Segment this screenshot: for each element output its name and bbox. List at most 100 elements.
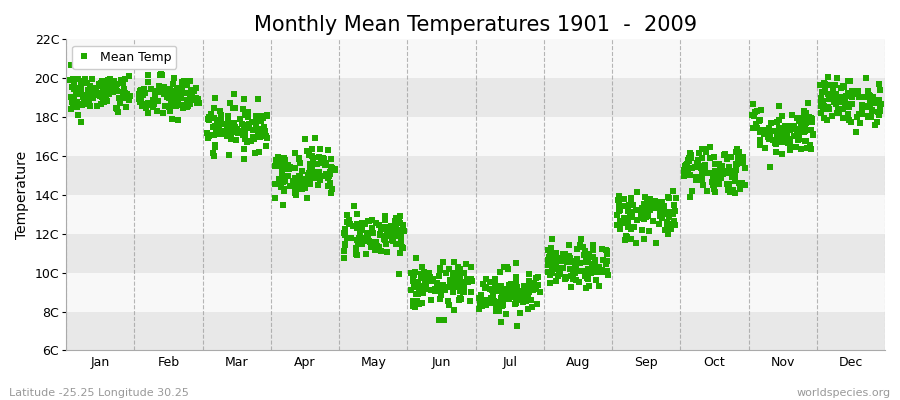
Mean Temp	[319, 171, 333, 177]
Mean Temp	[489, 300, 503, 307]
Mean Temp	[654, 214, 669, 221]
Mean Temp	[770, 129, 784, 136]
Mean Temp	[372, 222, 386, 229]
Mean Temp	[210, 122, 224, 129]
Mean Temp	[649, 198, 663, 205]
Mean Temp	[243, 138, 257, 144]
Mean Temp	[230, 125, 244, 132]
Mean Temp	[546, 264, 561, 270]
Mean Temp	[81, 99, 95, 105]
Mean Temp	[240, 122, 255, 128]
Mean Temp	[220, 122, 234, 129]
Mean Temp	[830, 75, 844, 81]
Mean Temp	[164, 94, 178, 100]
Mean Temp	[230, 129, 245, 135]
Mean Temp	[230, 130, 245, 137]
Mean Temp	[109, 105, 123, 112]
Mean Temp	[150, 98, 165, 104]
Mean Temp	[579, 271, 593, 278]
Mean Temp	[283, 182, 297, 189]
Mean Temp	[862, 99, 877, 106]
Mean Temp	[652, 221, 666, 228]
Mean Temp	[364, 225, 379, 232]
Mean Temp	[361, 218, 375, 224]
Mean Temp	[389, 222, 403, 228]
Mean Temp	[582, 251, 597, 257]
Mean Temp	[852, 120, 867, 126]
Mean Temp	[122, 72, 136, 79]
Mean Temp	[541, 262, 555, 268]
Mean Temp	[563, 266, 578, 272]
Y-axis label: Temperature: Temperature	[15, 151, 29, 239]
Mean Temp	[169, 88, 184, 94]
Mean Temp	[780, 131, 795, 137]
Mean Temp	[169, 103, 184, 110]
Mean Temp	[428, 287, 442, 294]
Mean Temp	[79, 100, 94, 106]
Mean Temp	[271, 154, 285, 160]
Mean Temp	[107, 78, 122, 84]
Mean Temp	[796, 122, 810, 128]
Mean Temp	[298, 184, 312, 191]
Mean Temp	[655, 199, 670, 205]
Mean Temp	[161, 104, 176, 110]
Mean Temp	[121, 95, 135, 102]
Mean Temp	[679, 166, 693, 173]
Mean Temp	[612, 207, 626, 214]
Mean Temp	[436, 317, 451, 323]
Mean Temp	[778, 136, 792, 142]
Mean Temp	[521, 284, 535, 290]
Mean Temp	[708, 188, 723, 195]
Mean Temp	[713, 168, 727, 174]
Mean Temp	[770, 134, 784, 140]
Mean Temp	[385, 238, 400, 244]
Mean Temp	[162, 95, 176, 101]
Mean Temp	[359, 250, 374, 257]
Mean Temp	[572, 242, 587, 248]
Mean Temp	[322, 170, 337, 176]
Mean Temp	[165, 91, 179, 98]
Mean Temp	[611, 207, 625, 213]
Mean Temp	[682, 164, 697, 171]
Mean Temp	[708, 169, 723, 176]
Mean Temp	[505, 292, 519, 298]
Mean Temp	[415, 264, 429, 270]
Mean Temp	[154, 71, 168, 78]
Mean Temp	[321, 183, 336, 189]
Mean Temp	[544, 270, 559, 276]
Mean Temp	[775, 113, 789, 120]
Mean Temp	[730, 161, 744, 167]
Mean Temp	[140, 100, 155, 106]
Mean Temp	[406, 271, 420, 278]
Mean Temp	[565, 258, 580, 265]
Mean Temp	[508, 285, 523, 292]
Mean Temp	[461, 279, 475, 286]
Mean Temp	[855, 102, 869, 108]
Mean Temp	[413, 271, 428, 277]
Mean Temp	[86, 95, 101, 101]
Mean Temp	[658, 226, 672, 233]
Mean Temp	[141, 79, 156, 85]
Mean Temp	[833, 93, 848, 100]
Mean Temp	[713, 166, 727, 172]
Mean Temp	[649, 205, 663, 212]
Mean Temp	[859, 75, 873, 82]
Mean Temp	[151, 83, 166, 89]
Mean Temp	[188, 84, 202, 91]
Mean Temp	[67, 94, 81, 100]
Mean Temp	[510, 293, 525, 300]
Mean Temp	[683, 150, 698, 156]
Mean Temp	[292, 156, 306, 162]
Mean Temp	[292, 186, 307, 192]
Mean Temp	[386, 226, 400, 232]
Mean Temp	[548, 278, 562, 284]
Mean Temp	[528, 274, 543, 281]
Mean Temp	[822, 96, 836, 102]
Mean Temp	[599, 248, 614, 254]
Mean Temp	[208, 95, 222, 102]
Mean Temp	[237, 125, 251, 131]
Mean Temp	[113, 77, 128, 83]
Mean Temp	[123, 93, 138, 99]
Mean Temp	[613, 204, 627, 211]
Mean Temp	[434, 291, 448, 297]
